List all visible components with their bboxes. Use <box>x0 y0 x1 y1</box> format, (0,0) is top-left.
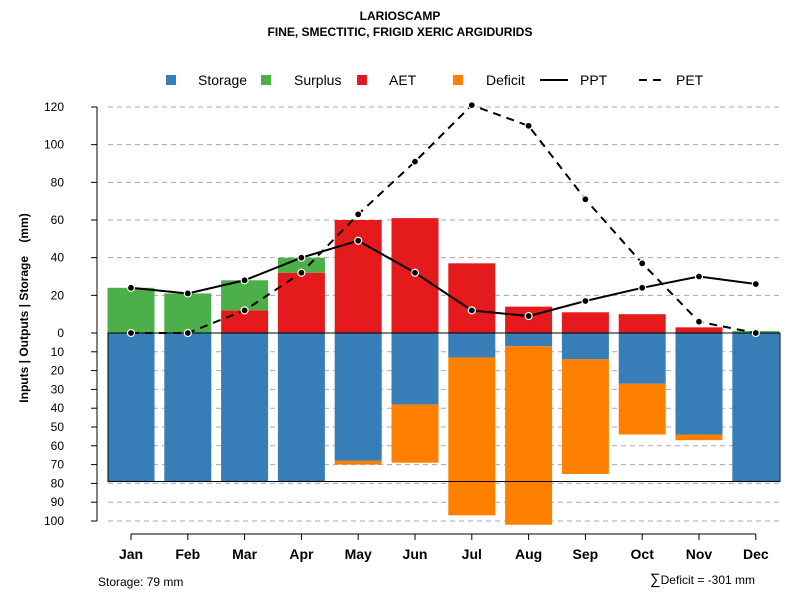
deficit-total: Deficit = -301 mm <box>660 573 755 587</box>
pet-point <box>524 121 533 130</box>
deficit-bar <box>675 434 723 441</box>
legend-surplus-label: Surplus <box>294 72 341 88</box>
pet-point <box>751 328 760 338</box>
y-tick-label: 50 <box>51 420 65 434</box>
x-tick-label: Sep <box>573 546 599 562</box>
ppt-point <box>751 279 760 289</box>
storage-bar <box>164 333 212 482</box>
y-tick-label: 100 <box>44 138 64 152</box>
deficit-bar <box>561 359 609 474</box>
deficit-footer: ∑Deficit = -301 mm <box>650 571 755 588</box>
aet-bar <box>675 327 723 333</box>
y-tick-label: 0 <box>57 326 64 340</box>
storage-bar <box>107 333 155 482</box>
x-tick-label: May <box>345 546 372 562</box>
deficit-bar <box>618 383 666 435</box>
pet-point <box>354 210 363 219</box>
y-tick-label: 60 <box>51 213 65 227</box>
deficit-bar <box>391 404 439 463</box>
x-tick-label: Dec <box>743 546 769 562</box>
ppt-point <box>467 306 476 315</box>
y-tick-label: 80 <box>51 476 65 490</box>
y-tick-label: 40 <box>51 401 65 415</box>
storage-bar <box>618 333 666 384</box>
legend-storage-label: Storage <box>198 72 247 88</box>
storage-bar <box>505 333 553 347</box>
pet-point <box>240 306 249 315</box>
ppt-point <box>581 296 590 306</box>
legend-aet-swatch <box>357 75 367 85</box>
sum-symbol: ∑ <box>649 571 661 588</box>
ppt-line <box>130 239 756 318</box>
y-tick-label: 70 <box>51 458 65 472</box>
legend-deficit-label: Deficit <box>486 72 525 88</box>
y-tick-label: 90 <box>51 495 65 509</box>
y-tick-label: 10 <box>51 345 65 359</box>
chart-subtitle: FINE, SMECTITIC, FRIGID XERIC ARGIDURIDS <box>267 25 533 39</box>
pet-point <box>410 157 420 166</box>
ppt-point <box>354 236 363 245</box>
pet-point <box>297 268 306 277</box>
pet-point <box>638 259 647 268</box>
x-tick-label: Jan <box>119 546 143 562</box>
aet-bar <box>618 314 666 333</box>
y-axis-label: Inputs | Outputs | Storage (mm) <box>17 213 31 402</box>
x-tick-label: Oct <box>631 546 655 562</box>
ppt-point <box>410 268 420 277</box>
pet-point <box>126 328 136 338</box>
storage-bar <box>221 333 269 482</box>
ppt-point <box>638 283 647 292</box>
pet-point <box>183 328 192 338</box>
surplus-bar <box>221 280 269 311</box>
deficit-bar <box>505 346 553 525</box>
x-tick-label: Jul <box>462 546 482 562</box>
y-tick-label: 20 <box>51 364 65 378</box>
pet-point <box>467 101 476 110</box>
ppt-point <box>183 289 192 298</box>
y-tick-label: 80 <box>51 175 65 189</box>
aet-bar <box>448 263 496 333</box>
storage-bar <box>277 333 325 482</box>
storage-footer: Storage: 79 mm <box>98 575 184 589</box>
storage-bar <box>448 333 496 358</box>
pet-point <box>581 195 590 204</box>
y-tick-label: 20 <box>51 288 65 302</box>
legend-surplus-swatch <box>261 75 271 85</box>
x-tick-label: Apr <box>289 546 314 562</box>
ppt-point <box>694 272 704 281</box>
y-tick-label: 40 <box>51 251 65 265</box>
x-tick-label: Aug <box>515 546 542 562</box>
y-tick-label: 100 <box>44 514 64 528</box>
ppt-point <box>126 283 136 292</box>
deficit-bar <box>448 357 496 516</box>
aet-bar <box>561 312 609 333</box>
deficit-bar <box>334 460 382 465</box>
ppt-point <box>524 311 533 321</box>
x-tick-label: Jun <box>403 546 428 562</box>
aet-bar <box>277 272 325 333</box>
y-tick-label: 120 <box>44 100 64 114</box>
storage-bar <box>732 333 780 482</box>
pet-point <box>694 317 704 326</box>
legend-pet-label: PET <box>676 72 704 88</box>
chart-title: LARIOSCAMP <box>359 9 441 23</box>
ppt-point <box>240 276 249 285</box>
x-tick-label: Mar <box>232 546 257 562</box>
legend-deficit-swatch <box>453 75 463 85</box>
ppt-point <box>297 253 306 262</box>
storage-bar <box>334 333 382 461</box>
x-tick-label: Nov <box>686 546 713 562</box>
pet-line <box>131 103 756 334</box>
storage-bar <box>561 333 609 360</box>
legend-ppt-label: PPT <box>580 72 608 88</box>
y-tick-label: 60 <box>51 439 65 453</box>
surplus-bar <box>107 287 155 333</box>
storage-bar <box>391 333 439 405</box>
y-tick-label: 30 <box>51 382 65 396</box>
legend-aet-label: AET <box>389 72 417 88</box>
storage-bar <box>675 333 723 435</box>
x-tick-label: Feb <box>175 546 200 562</box>
legend-storage-swatch <box>166 75 176 85</box>
